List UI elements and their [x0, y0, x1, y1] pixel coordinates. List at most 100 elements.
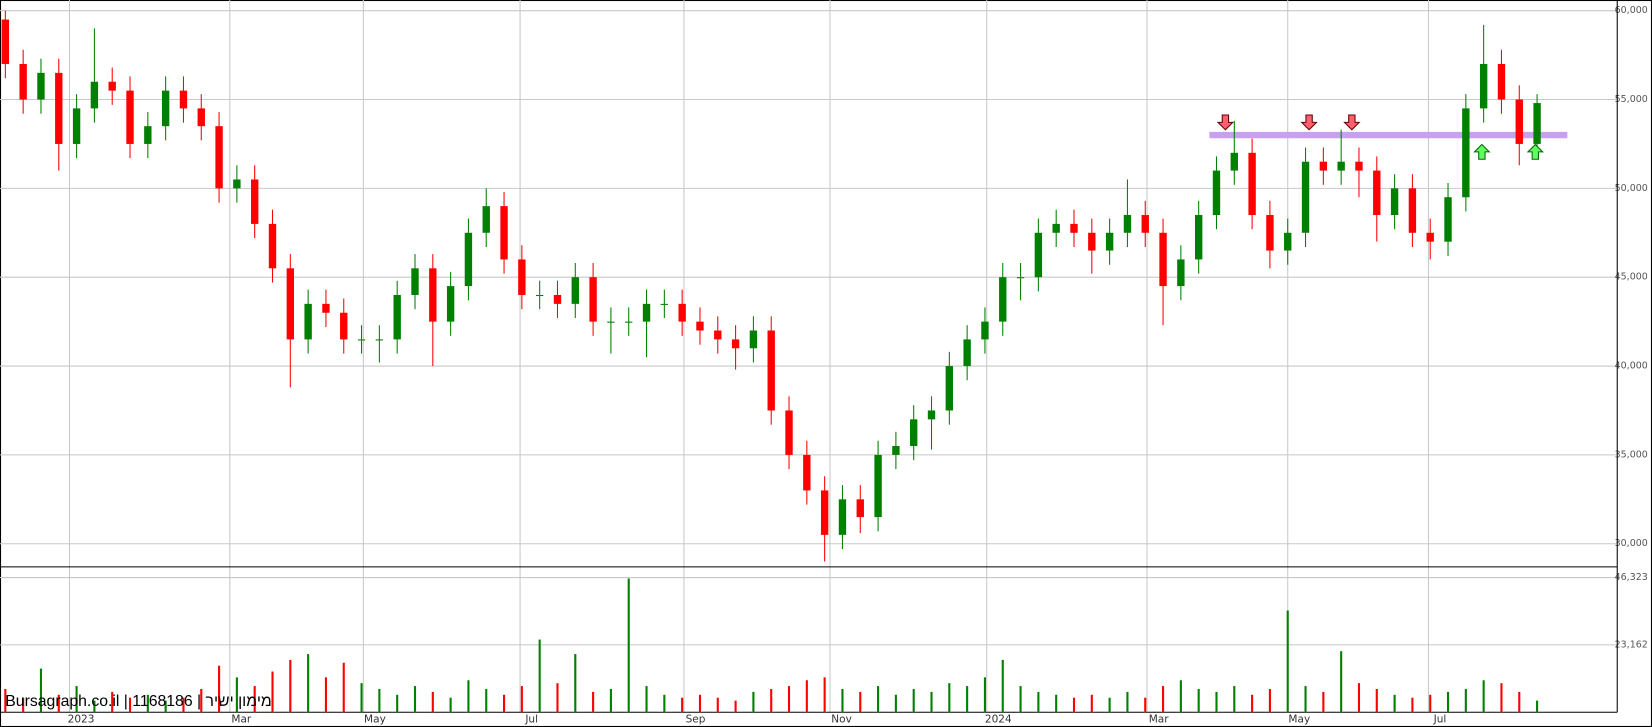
volume-bar	[1233, 686, 1236, 713]
down-arrow	[1216, 114, 1235, 131]
volume-bar	[966, 686, 969, 713]
candle-body	[1248, 152, 1256, 216]
candle-body	[1337, 161, 1345, 171]
x-tick-label: Sep	[686, 714, 706, 726]
candle-body	[1052, 223, 1060, 233]
x-tick-label: 2023	[68, 714, 95, 726]
candle-body	[874, 454, 882, 518]
volume-bar	[841, 688, 844, 713]
candle-body	[37, 72, 45, 100]
volume-bar	[770, 688, 773, 713]
x-tick-label: May	[364, 714, 386, 726]
candle-body	[90, 81, 99, 109]
volume-bar	[645, 686, 648, 713]
volume-bar	[360, 683, 363, 713]
volume-bar	[823, 677, 826, 713]
volume-bar	[1446, 691, 1450, 713]
candle-body	[785, 410, 793, 455]
volume-bar	[289, 659, 292, 713]
volume-bar	[1393, 694, 1396, 713]
candle-body	[72, 108, 81, 144]
volume-bar	[1340, 651, 1343, 713]
volume-bar	[983, 677, 986, 713]
candle-body	[981, 321, 989, 340]
volume-bar	[4, 688, 7, 713]
volume-bar	[324, 677, 327, 713]
candle-body	[1194, 215, 1203, 260]
candle-body	[963, 339, 971, 367]
candle-body	[856, 499, 864, 518]
candle-body	[1479, 63, 1488, 109]
volume-bar	[930, 691, 933, 713]
volume-bar	[556, 683, 559, 713]
volume-bar	[1019, 686, 1022, 713]
volume-bar	[1072, 697, 1076, 713]
candle-body	[589, 277, 597, 322]
volume-bar	[200, 688, 203, 713]
candle-body	[411, 268, 419, 295]
volume-bar	[1055, 694, 1058, 713]
volume-bar	[1144, 697, 1147, 713]
volume-bar	[734, 700, 737, 713]
volume-bar	[1108, 697, 1111, 713]
volume-bar	[1197, 688, 1200, 713]
volume-bar	[449, 697, 452, 713]
volume-bar	[948, 683, 951, 713]
candle-body	[161, 90, 170, 127]
volume-bar	[431, 691, 434, 713]
candle-body	[1355, 161, 1363, 171]
volume-bar	[57, 694, 60, 713]
volume-bar	[253, 686, 256, 713]
candle-body	[518, 259, 526, 295]
volume-bar	[1001, 659, 1004, 713]
volume-bar	[609, 688, 612, 713]
signal-arrow	[1216, 114, 1235, 131]
candle-body	[1, 19, 10, 64]
candle-body	[1123, 215, 1132, 233]
volume-bar	[146, 694, 149, 713]
candle-body	[340, 312, 348, 340]
candle-body	[1088, 232, 1096, 251]
candle-body	[642, 303, 651, 322]
candle-body	[607, 321, 615, 323]
volume-bar	[467, 680, 470, 713]
volume-bar	[1411, 697, 1414, 713]
volume-bar	[307, 654, 310, 713]
down-arrow	[1300, 114, 1318, 131]
x-tick-label: Jul	[524, 714, 538, 726]
volume-bar	[39, 668, 43, 713]
candle-body	[945, 366, 954, 411]
candle-body	[322, 303, 330, 313]
y-tick-label: 35,000	[1615, 449, 1648, 460]
volume-bar	[378, 688, 381, 713]
y-tick-label: 50,000	[1615, 183, 1648, 194]
candle-body	[927, 410, 936, 420]
candle-body	[500, 206, 508, 260]
candle-body	[55, 72, 63, 144]
candle-body	[215, 126, 223, 189]
candle-body	[1444, 197, 1452, 242]
volume-bar	[485, 688, 488, 713]
candle-body	[1177, 259, 1185, 287]
candle-body	[1212, 170, 1221, 216]
volume-bar	[1304, 686, 1307, 713]
up-arrow	[1526, 143, 1544, 160]
candle-body	[197, 108, 205, 127]
candle-body	[838, 499, 847, 535]
volume-bar	[859, 691, 862, 713]
candle-body	[1515, 99, 1523, 144]
volume-bar	[574, 654, 577, 713]
signal-arrow	[1343, 114, 1361, 131]
volume-bar	[627, 578, 630, 713]
candle-body	[482, 206, 490, 233]
volume-bar	[1286, 610, 1289, 713]
volume-bar	[681, 697, 684, 713]
y-tick-label: 60,000	[1615, 5, 1648, 16]
volume-bar	[1429, 694, 1432, 713]
volume-bar	[22, 697, 25, 713]
up-arrow	[1473, 143, 1491, 160]
candle-body	[1034, 232, 1043, 278]
candle-body	[749, 330, 758, 349]
volume-bar	[342, 662, 345, 713]
